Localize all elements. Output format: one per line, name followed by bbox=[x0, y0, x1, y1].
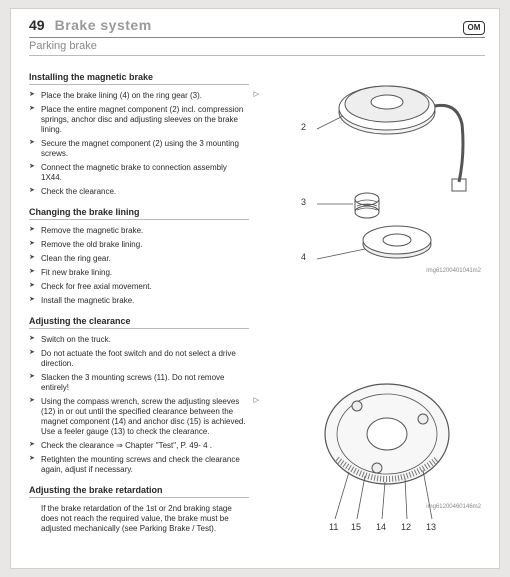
callout-label: 13 bbox=[426, 522, 436, 532]
callout-label: 14 bbox=[376, 522, 386, 532]
manual-page: 49 Brake system OM Parking brake Install… bbox=[10, 8, 500, 569]
exploded-view-icon bbox=[257, 64, 477, 284]
list-item: Place the brake lining (4) on the ring g… bbox=[29, 89, 249, 103]
list-item: Retighten the mounting screws and check … bbox=[29, 453, 249, 477]
instruction-list: Remove the magnetic brake. Remove the ol… bbox=[29, 224, 249, 308]
callout-label: 2 bbox=[301, 122, 306, 132]
page-subtitle: Parking brake bbox=[29, 38, 485, 56]
list-item: Using the compass wrench, screw the adju… bbox=[29, 395, 249, 439]
list-item: Clean the ring gear. bbox=[29, 252, 249, 266]
paragraph: If the brake retardation of the 1st or 2… bbox=[29, 502, 249, 536]
section-heading: Changing the brake lining bbox=[29, 207, 249, 220]
brake-top-view-icon bbox=[257, 364, 477, 554]
page-header: 49 Brake system OM bbox=[29, 17, 485, 38]
list-item: Check the clearance ⇒ Chapter "Test", P.… bbox=[29, 439, 249, 453]
instruction-list: Place the brake lining (4) on the ring g… bbox=[29, 89, 249, 199]
section-heading: Installing the magnetic brake bbox=[29, 72, 249, 85]
instruction-list: Switch on the truck. Do not actuate the … bbox=[29, 333, 249, 477]
page-number: 49 bbox=[29, 17, 45, 33]
list-item: Connect the magnetic brake to connection… bbox=[29, 161, 249, 185]
list-item: Remove the magnetic brake. bbox=[29, 224, 249, 238]
callout-label: 11 bbox=[329, 522, 338, 532]
list-item: Do not actuate the foot switch and do no… bbox=[29, 347, 249, 371]
callout-label: 4 bbox=[301, 252, 306, 262]
figure-bottom: 11 15 14 12 13 img61200460146m2 bbox=[257, 364, 485, 554]
list-item: Check the clearance. bbox=[29, 185, 249, 199]
content-columns: Installing the magnetic brake Place the … bbox=[29, 64, 485, 554]
list-item: Install the magnetic brake. bbox=[29, 294, 249, 308]
figure-caption: img61200460146m2 bbox=[426, 504, 481, 510]
figure-caption: img61200401041m2 bbox=[426, 268, 481, 274]
chapter-title: Brake system bbox=[55, 17, 152, 33]
list-item: Check for free axial movement. bbox=[29, 280, 249, 294]
list-item: Fit new brake lining. bbox=[29, 266, 249, 280]
section-heading: Adjusting the clearance bbox=[29, 316, 249, 329]
list-item: Slacken the 3 mounting screws (11). Do n… bbox=[29, 371, 249, 395]
callout-label: 3 bbox=[301, 197, 306, 207]
brand-logo: OM bbox=[463, 21, 485, 35]
callout-label: 12 bbox=[401, 522, 411, 532]
figure-column: 2 3 4 img61200401041m2 bbox=[257, 64, 485, 554]
section-heading: Adjusting the brake retardation bbox=[29, 485, 249, 498]
list-item: Secure the magnet component (2) using th… bbox=[29, 137, 249, 161]
figure-top: 2 3 4 img61200401041m2 bbox=[257, 64, 485, 284]
callout-label: 15 bbox=[351, 522, 361, 532]
list-item: Switch on the truck. bbox=[29, 333, 249, 347]
text-column: Installing the magnetic brake Place the … bbox=[29, 64, 249, 554]
list-item: Place the entire magnet component (2) in… bbox=[29, 103, 249, 137]
list-item: Remove the old brake lining. bbox=[29, 238, 249, 252]
